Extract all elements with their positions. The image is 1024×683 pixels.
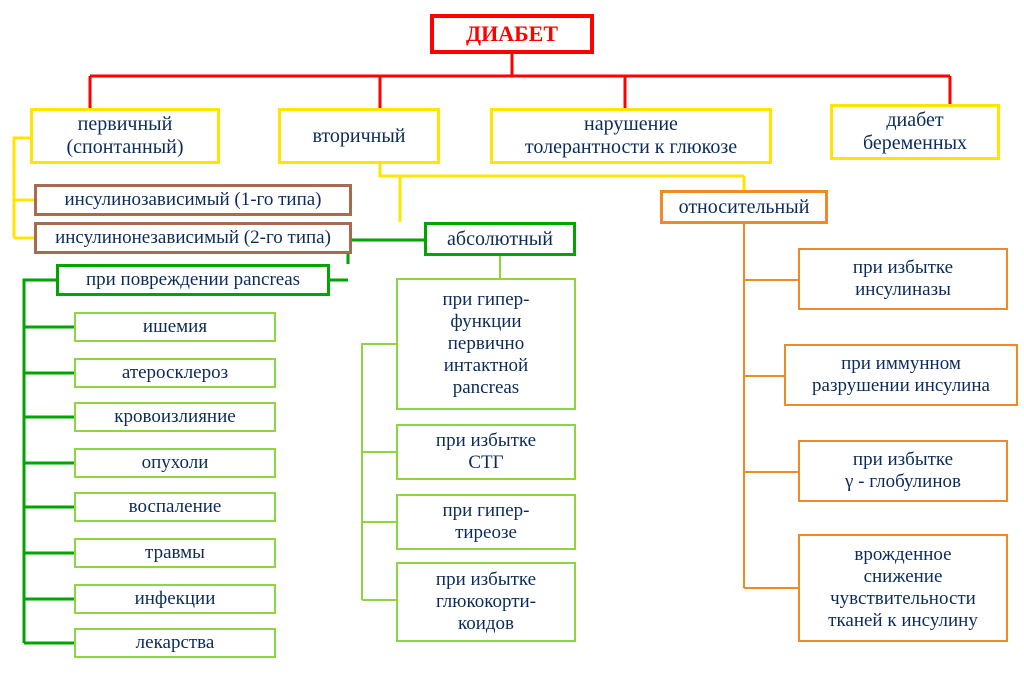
node-primary: первичный (спонтанный): [30, 108, 220, 164]
node-label: кровоизлияние: [114, 406, 235, 428]
node-label: абсолютный: [447, 228, 553, 251]
node-tolerance: нарушение толерантности к глюкозе: [490, 108, 772, 164]
node-label: нарушение толерантности к глюкозе: [525, 113, 737, 159]
node-label: диабет беременных: [863, 109, 967, 155]
node-label: при избытке γ - глобулинов: [845, 449, 961, 493]
node-ischemia: ишемия: [74, 312, 276, 342]
connector: [24, 280, 74, 643]
node-congenital: врожденное снижение чувствительности тка…: [798, 534, 1008, 642]
node-label: вторичный: [312, 125, 405, 148]
node-label: при повреждении pancreas: [86, 269, 300, 291]
node-gluco: при избытке глюкокорти- коидов: [396, 562, 576, 642]
node-label: при иммунном разрушении инсулина: [812, 353, 990, 397]
node-label: воспаление: [129, 496, 222, 518]
node-label: ДИАБЕТ: [466, 21, 558, 46]
node-label: при избытке СТГ: [436, 430, 536, 474]
node-label: инсулинозависимый (1-го типа): [64, 189, 321, 211]
node-label: при избытке инсулиназы: [853, 257, 953, 301]
node-label: лекарства: [136, 632, 215, 654]
node-relative: относительный: [660, 190, 828, 224]
node-absolute: абсолютный: [424, 222, 576, 256]
node-immune: при иммунном разрушении инсулина: [784, 344, 1018, 406]
connector: [744, 224, 798, 588]
node-infect: инфекции: [74, 584, 276, 614]
node-pregnancy: диабет беременных: [830, 104, 1000, 160]
node-hemorrhage: кровоизлияние: [74, 402, 276, 432]
node-label: врожденное снижение чувствительности тка…: [828, 544, 978, 631]
node-globulins: при избытке γ - глобулинов: [798, 440, 1008, 502]
node-tumors: опухоли: [74, 448, 276, 478]
node-label: относительный: [679, 196, 810, 219]
node-label: при гипер- тиреозе: [443, 500, 530, 544]
node-label: травмы: [145, 542, 205, 564]
node-label: инфекции: [135, 588, 216, 610]
node-insulinase: при избытке инсулиназы: [798, 248, 1008, 310]
node-stg: при избытке СТГ: [396, 424, 576, 480]
node-hyperthyr: при гипер- тиреозе: [396, 494, 576, 550]
connector: [362, 344, 396, 600]
node-label: ишемия: [143, 316, 207, 338]
node-pancreas: при повреждении pancreas: [56, 264, 330, 296]
node-hyperfunc: при гипер- функции первично интактной pa…: [396, 278, 576, 410]
node-drugs: лекарства: [74, 628, 276, 658]
node-secondary: вторичный: [278, 108, 440, 164]
node-label: первичный (спонтанный): [66, 113, 183, 159]
node-type1: инсулинозависимый (1-го типа): [34, 184, 352, 216]
connector: [90, 54, 950, 108]
node-label: при избытке глюкокорти- коидов: [436, 569, 536, 635]
node-label: при гипер- функции первично интактной pa…: [443, 289, 530, 398]
node-label: инсулинонезависимый (2-го типа): [55, 227, 331, 249]
node-trauma: травмы: [74, 538, 276, 568]
node-inflam: воспаление: [74, 492, 276, 522]
node-type2: инсулинонезависимый (2-го типа): [34, 222, 352, 254]
node-label: опухоли: [142, 452, 209, 474]
node-label: атеросклероз: [122, 362, 228, 384]
node-root: ДИАБЕТ: [430, 14, 594, 54]
node-athero: атеросклероз: [74, 358, 276, 388]
